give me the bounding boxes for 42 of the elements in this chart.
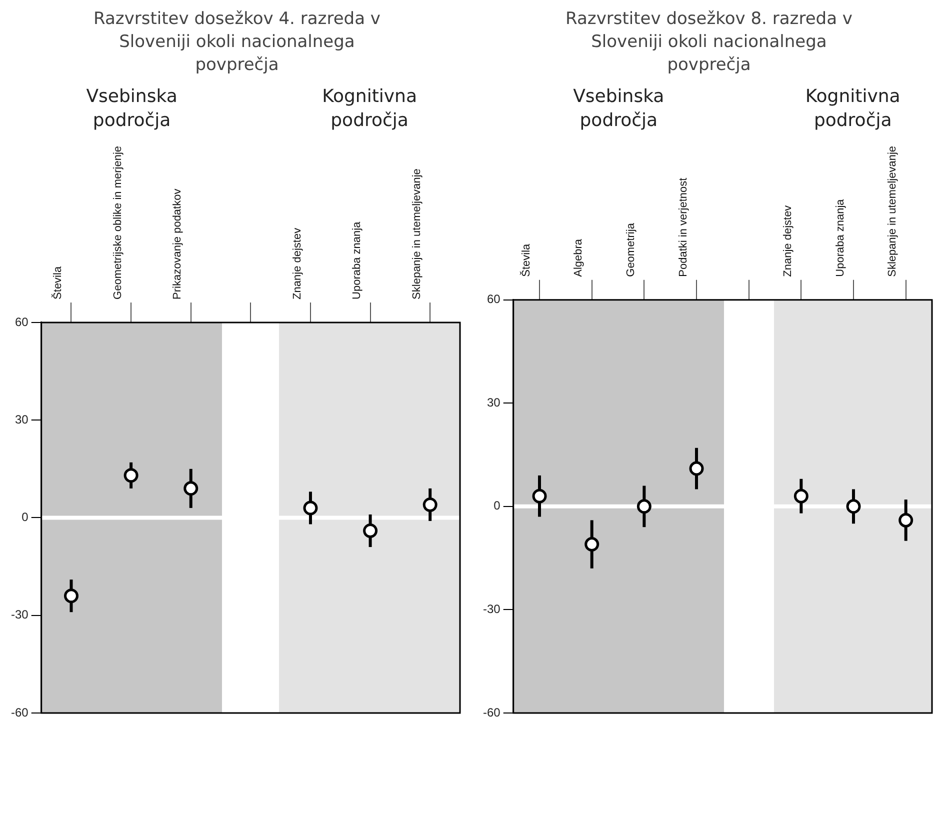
text: Kognitivna področja (804, 85, 902, 133)
x-tick-label: Geometrija (625, 222, 638, 277)
x-tick-label: Podatki in verjetnost (677, 178, 690, 277)
point (689, 461, 704, 476)
y-tick-label: -30 (483, 602, 501, 616)
point (363, 523, 378, 538)
x-tick-label: Uporaba znanja (834, 198, 846, 277)
chart-title: Razvrstitev dosežkov 8. razreda v Sloveniji okoli nacionalnega povprečja (564, 8, 854, 77)
point (64, 588, 78, 604)
y-tick-label: -60 (483, 705, 501, 720)
chart-title: Razvrstitev dosežkov 4. razreda v Sloveniji okoli nacionalnega povprečja (92, 8, 382, 77)
y-tick-label: 30 (486, 395, 501, 410)
text: Vsebinska področja (85, 85, 178, 133)
point (898, 512, 914, 528)
x-tick-label: Geometrijske oblike in merjenje (112, 146, 124, 300)
x-tick-label: Števila (519, 242, 532, 277)
y-tick-label: 0 (494, 498, 501, 513)
x-tick-label: Števila (51, 266, 64, 300)
point (584, 537, 600, 552)
point (636, 499, 652, 514)
x-tick-label: Znanje dejstev (291, 227, 304, 300)
point (124, 468, 138, 483)
text: Kognitivna področja (321, 85, 418, 133)
y-tick-label: 60 (14, 314, 29, 329)
point (422, 497, 438, 512)
x-tick-label: Prikazovanje podatkov (172, 188, 184, 300)
y-tick-label: -30 (11, 608, 29, 622)
y-tick-label: 0 (22, 510, 29, 524)
y-tick-label: -60 (11, 705, 29, 720)
point (794, 488, 808, 504)
x-tick-label: Sklepanje in utemeljevanje (410, 168, 423, 300)
point (184, 481, 198, 496)
y-tick-label: 60 (486, 292, 501, 306)
x-tick-label: Uporaba znanja (351, 220, 364, 300)
x-tick-label: Sklepanje in utemeljevanje (886, 146, 899, 277)
y-tick-label: 30 (14, 412, 29, 426)
x-tick-label: Znanje dejstev (782, 204, 794, 277)
x-tick-label: Algebra (572, 238, 585, 277)
point (846, 499, 861, 514)
text: Vsebinska področja (572, 85, 666, 133)
point (532, 488, 547, 504)
point (303, 500, 318, 516)
